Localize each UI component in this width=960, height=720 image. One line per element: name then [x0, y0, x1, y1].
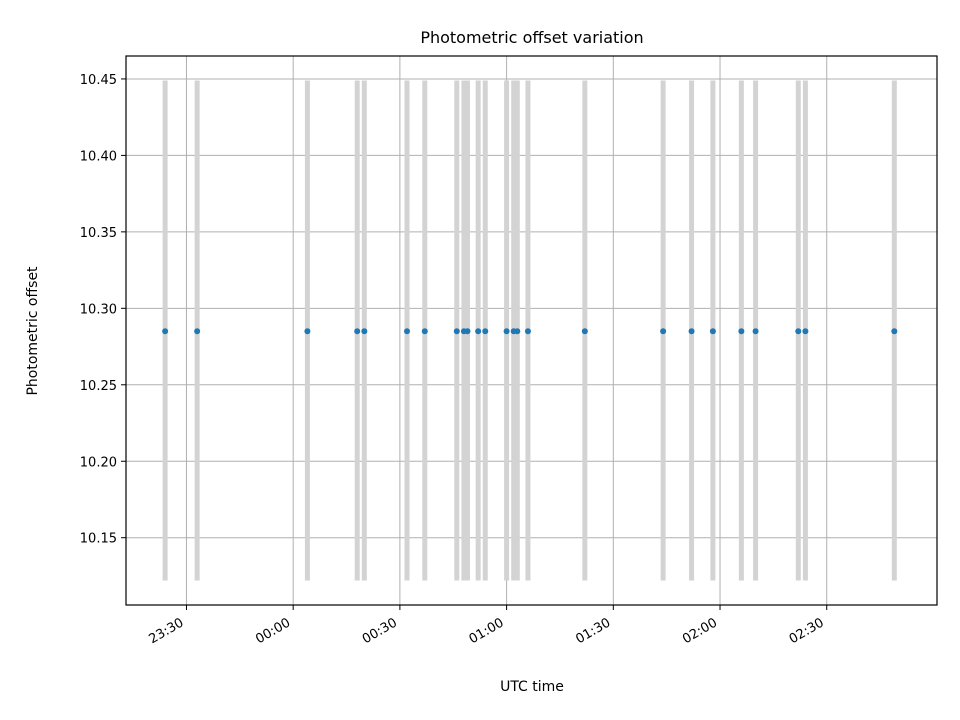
y-tick-label-0: 10.15 [80, 532, 117, 547]
y-tick-label-5: 10.40 [80, 149, 117, 164]
y-tick-label-6: 10.45 [80, 73, 117, 88]
data-point-4 [361, 328, 368, 335]
data-point-24 [891, 328, 898, 335]
data-point-18 [688, 328, 695, 335]
data-point-3 [354, 328, 361, 335]
grid [126, 56, 937, 605]
y-axis-title: Photometric offset [25, 266, 41, 396]
data-point-17 [660, 328, 667, 335]
data-point-5 [404, 328, 411, 335]
data-point-1 [194, 328, 201, 335]
data-point-22 [795, 328, 802, 335]
y-tick-label-1: 10.20 [80, 455, 117, 470]
data-point-14 [514, 328, 521, 335]
data-point-15 [524, 328, 531, 335]
plot-frame [125, 55, 938, 606]
data-point-6 [421, 328, 428, 335]
data-point-10 [475, 328, 482, 335]
chart-title: Photometric offset variation [420, 28, 643, 47]
y-axis-ticks: 10.15 10.20 10.25 10.30 10.35 10.40 10.45 [80, 73, 126, 547]
plot-area [125, 55, 938, 606]
data-points [162, 328, 898, 335]
data-point-0 [162, 328, 169, 335]
data-point-20 [738, 328, 745, 335]
x-axis-title: UTC time [500, 679, 564, 695]
data-point-23 [802, 328, 809, 335]
data-point-11 [482, 328, 489, 335]
data-point-12 [503, 328, 510, 335]
data-point-9 [464, 328, 471, 335]
y-tick-label-3: 10.30 [80, 302, 117, 317]
plot-background [126, 56, 937, 605]
data-point-2 [304, 328, 311, 335]
data-point-7 [453, 328, 460, 335]
data-point-16 [581, 328, 588, 335]
y-tick-label-4: 10.35 [80, 226, 117, 241]
y-tick-label-2: 10.25 [80, 379, 117, 394]
data-point-19 [709, 328, 716, 335]
data-point-21 [752, 328, 759, 335]
